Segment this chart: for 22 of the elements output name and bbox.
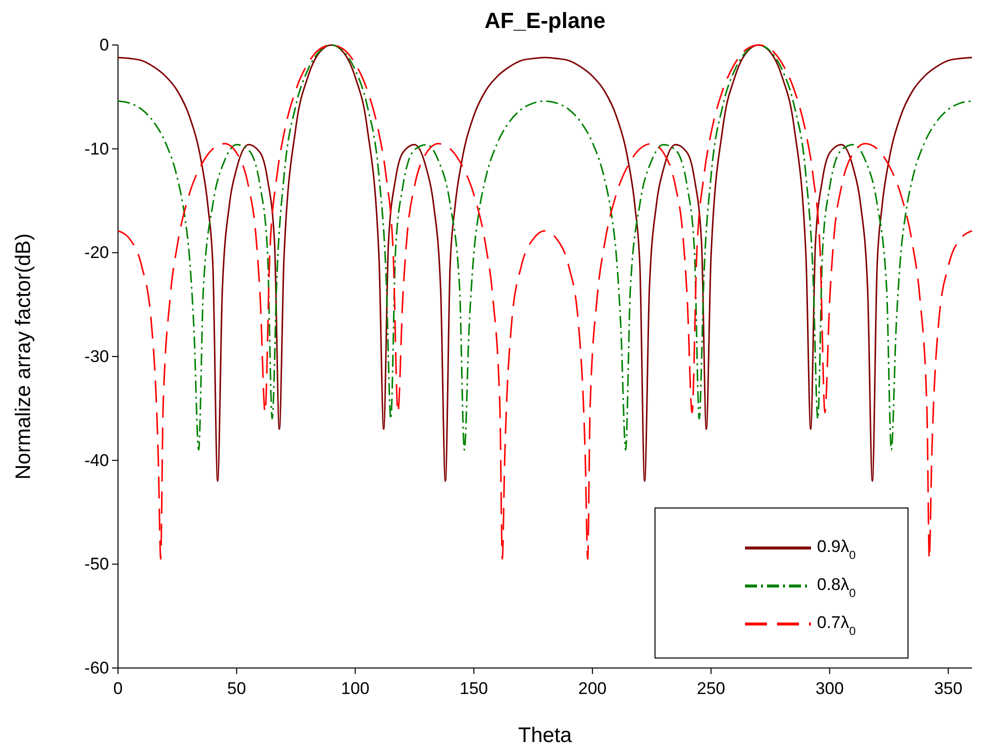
line-series <box>117 44 973 560</box>
y-tick-label: -20 <box>84 243 109 262</box>
legend-label: 0.9λ$_{0}$ <box>817 537 856 562</box>
y-axis-title: Normalize array factor(dB) <box>12 233 35 480</box>
y-tick-label: -30 <box>84 346 109 366</box>
legend-label: 0.8λ$_{0}$ <box>817 575 856 600</box>
y-tick-label: -10 <box>84 139 109 158</box>
legend-label: 0.7λ$_{0}$ <box>817 613 856 638</box>
x-tick-label: 250 <box>696 679 726 698</box>
x-axis-title: Theta <box>518 724 572 747</box>
y-tick-label: 0 <box>100 35 109 54</box>
y-tick-label: -40 <box>84 450 109 470</box>
x-tick-label: 100 <box>341 679 370 698</box>
y-tick-label: -60 <box>84 658 109 678</box>
x-tick-label: 200 <box>578 679 607 698</box>
x-tick-label: 50 <box>227 679 246 698</box>
y-tick-label: -50 <box>84 554 109 574</box>
chart-title: AF_E-plane <box>484 8 606 33</box>
x-tick-label: 0 <box>113 679 123 698</box>
x-tick-label: 300 <box>815 679 844 698</box>
x-tick-label: 150 <box>460 679 488 698</box>
x-tick-label: 350 <box>934 679 962 698</box>
